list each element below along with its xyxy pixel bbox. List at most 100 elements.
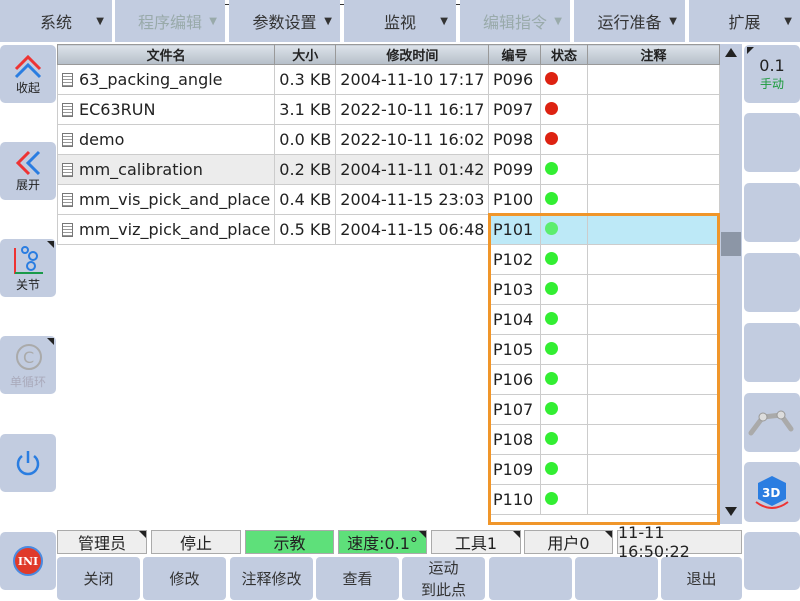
- move-to-point-button[interactable]: 运动 到此点: [402, 557, 485, 600]
- menu-1[interactable]: 程序编辑 ▼: [115, 0, 225, 42]
- point-id: P107: [488, 394, 541, 425]
- file-size: 0.4 KB: [274, 184, 337, 215]
- dropdown-arrow-icon: ▼: [669, 15, 677, 27]
- menu-3[interactable]: 监视 ▼: [344, 0, 456, 42]
- scroll-down-icon[interactable]: [725, 507, 737, 516]
- robot-button[interactable]: [744, 393, 800, 452]
- menu-label: 扩展: [728, 13, 761, 32]
- empty-button-1[interactable]: [489, 557, 572, 600]
- menu-2[interactable]: 参数设置 ▼: [229, 0, 340, 42]
- close-button[interactable]: 关闭: [57, 557, 140, 600]
- right-button-5[interactable]: [744, 323, 800, 382]
- point-comment: [587, 274, 720, 305]
- modify-button[interactable]: 修改: [143, 557, 226, 600]
- empty-button-2[interactable]: [575, 557, 658, 600]
- 3d-view-button[interactable]: 3D: [744, 462, 800, 522]
- point-row[interactable]: P109: [488, 454, 720, 485]
- dropdown-arrow-icon: ▼: [554, 15, 562, 27]
- file-row[interactable]: 63_packing_angle 0.3 KB 2004-11-10 17:17: [56, 64, 490, 95]
- file-modified: 2022-10-11 16:17: [335, 94, 490, 125]
- file-icon: [62, 73, 73, 87]
- speed-status[interactable]: 速度:0.1°: [338, 530, 427, 554]
- expand-icon: [15, 150, 41, 175]
- point-comment: [587, 394, 720, 425]
- single-cycle-button[interactable]: C 单循环: [0, 336, 56, 394]
- point-id: P099: [488, 154, 541, 185]
- point-row[interactable]: P101: [488, 214, 720, 245]
- right-button-8[interactable]: [744, 532, 800, 590]
- point-row[interactable]: P106: [488, 364, 720, 395]
- status-dot-icon: [545, 282, 558, 295]
- file-icon: [62, 163, 73, 177]
- scroll-thumb[interactable]: [721, 232, 741, 256]
- point-row[interactable]: P098: [488, 124, 720, 155]
- status-dot-icon: [545, 102, 558, 115]
- point-comment: [587, 94, 720, 125]
- file-modified: 2004-11-15 06:48: [335, 214, 490, 245]
- menu-6[interactable]: 扩展 ▼: [689, 0, 800, 42]
- right-button-2[interactable]: [744, 113, 800, 172]
- menu-4[interactable]: 编辑指令 ▼: [460, 0, 570, 42]
- dropdown-arrow-icon: ▼: [324, 15, 332, 27]
- point-id: P106: [488, 364, 541, 395]
- point-row[interactable]: P107: [488, 394, 720, 425]
- scrollbar[interactable]: [720, 44, 742, 524]
- speed-mode-button[interactable]: 0.1 手动: [744, 45, 800, 103]
- file-row[interactable]: mm_viz_pick_and_place 0.5 KB 2004-11-15 06…: [56, 214, 490, 245]
- dropdown-arrow-icon: ▼: [440, 15, 448, 27]
- right-button-3[interactable]: [744, 183, 800, 242]
- file-row[interactable]: mm_vis_pick_and_place 0.4 KB 2004-11-15 23…: [56, 184, 490, 215]
- point-row[interactable]: P104: [488, 304, 720, 335]
- point-row[interactable]: P103: [488, 274, 720, 305]
- point-row[interactable]: P102: [488, 244, 720, 275]
- user-frame-status[interactable]: 用户0: [524, 530, 613, 554]
- cycle-icon: C: [16, 343, 42, 370]
- scroll-up-icon[interactable]: [725, 48, 737, 57]
- power-button[interactable]: [0, 434, 56, 492]
- point-id: P096: [488, 64, 541, 95]
- status-dot-icon: [545, 72, 558, 85]
- file-modified: 2022-10-11 16:02: [335, 124, 490, 155]
- view-button[interactable]: 查看: [316, 557, 399, 600]
- col-modified: 修改时间: [335, 44, 490, 65]
- status-dot-icon: [545, 432, 558, 445]
- point-row[interactable]: P108: [488, 424, 720, 455]
- collapse-label: 收起: [15, 80, 40, 95]
- file-size: 0.0 KB: [274, 124, 337, 155]
- file-row[interactable]: demo 0.0 KB 2022-10-11 16:02: [56, 124, 490, 155]
- point-row[interactable]: P100: [488, 184, 720, 215]
- dropdown-arrow-icon: ▼: [96, 15, 104, 27]
- file-icon: [62, 223, 73, 237]
- point-row[interactable]: P110: [488, 484, 720, 515]
- right-button-4[interactable]: [744, 253, 800, 312]
- user-status[interactable]: 管理员: [57, 530, 147, 554]
- point-row[interactable]: P099: [488, 154, 720, 185]
- collapse-button[interactable]: 收起: [0, 45, 56, 103]
- point-row[interactable]: P097: [488, 94, 720, 125]
- point-id: P104: [488, 304, 541, 335]
- point-comment: [587, 64, 720, 95]
- menu-5[interactable]: 运行准备 ▼: [574, 0, 685, 42]
- point-row[interactable]: P105: [488, 334, 720, 365]
- file-name: demo: [79, 130, 125, 149]
- file-name: EC63RUN: [79, 100, 156, 119]
- mode-label: 手动: [759, 77, 784, 91]
- point-table-container: 编号 状态 注释 P096 P097 P098 P099 P100 P101 P102 P103 P…: [488, 44, 720, 525]
- file-row[interactable]: mm_calibration 0.2 KB 2004-11-11 01:42: [56, 154, 490, 185]
- menu-0[interactable]: 系统 ▼: [0, 0, 112, 42]
- point-id: P097: [488, 94, 541, 125]
- menu-label: 监视: [383, 13, 416, 32]
- tool-status[interactable]: 工具1: [431, 530, 521, 554]
- ini-button[interactable]: INI: [0, 532, 56, 590]
- file-icon: [62, 103, 73, 117]
- collapse-icon: [14, 54, 42, 78]
- power-icon: [16, 451, 40, 476]
- comment-modify-button[interactable]: 注释修改: [230, 557, 313, 600]
- point-comment: [587, 244, 720, 275]
- point-row[interactable]: P096: [488, 64, 720, 95]
- joint-button[interactable]: 关节: [0, 239, 56, 297]
- file-row[interactable]: EC63RUN 3.1 KB 2022-10-11 16:17: [56, 94, 490, 125]
- exit-button[interactable]: 退出: [661, 557, 742, 600]
- menu-label: 程序编辑: [137, 13, 202, 32]
- expand-button[interactable]: 展开: [0, 142, 56, 200]
